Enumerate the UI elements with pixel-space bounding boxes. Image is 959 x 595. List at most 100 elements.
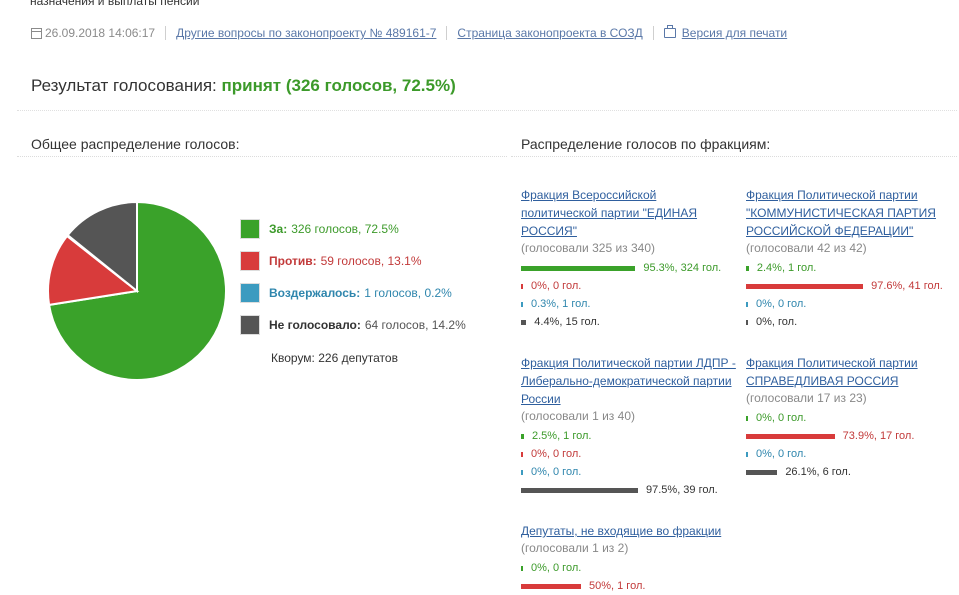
legend-value: 59 голосов, 13.1% [320, 254, 422, 268]
faction-bar [746, 433, 835, 439]
legend-label: Воздержалось: [269, 286, 361, 300]
divider [17, 110, 957, 111]
faction-bar-row-against: 73.9%, 17 гол. [746, 427, 959, 445]
vote-result-label: Результат голосования: [31, 76, 217, 95]
faction-bar [746, 301, 748, 307]
faction-block: Фракция Политической партии ЛДПР - Либер… [521, 354, 746, 499]
faction-bar-label: 0%, 0 гол. [531, 280, 582, 292]
divider [652, 26, 654, 40]
faction-bar-row-absent: 4.4%, 15 гол. [521, 313, 746, 331]
faction-bar-row-abstain: 0%, 0 гол. [746, 295, 959, 313]
pie-slice-against [47, 234, 140, 307]
faction-bar [521, 565, 523, 571]
faction-voted-count: (голосовали 17 из 23) [746, 391, 867, 405]
faction-bar-label: 95.3%, 324 гол. [643, 262, 722, 274]
faction-bar-label: 2.5%, 1 гол. [532, 430, 592, 442]
legend-item-abstain: Воздержалось: 1 голосов, 0.2% [240, 283, 466, 303]
legend-swatch [240, 219, 260, 239]
faction-voted-count: (голосовали 1 из 2) [521, 541, 629, 555]
legend-label: Против: [269, 254, 317, 268]
faction-bar-row-for: 0%, 0 гол. [521, 559, 746, 577]
faction-bar-row-for: 95.3%, 324 гол. [521, 259, 746, 277]
faction-voted-count: (голосовали 325 из 340) [521, 241, 656, 255]
faction-bar-label: 0%, 0 гол. [756, 412, 807, 424]
faction-bar-row-abstain: 0.3%, 1 гол. [521, 295, 746, 313]
faction-block: Фракция Всероссийской политической парти… [521, 186, 746, 331]
quorum: Кворум: 226 депутатов [271, 351, 398, 365]
general-distribution-title: Общее распределение голосов: [31, 136, 240, 152]
bill-page-link[interactable]: Страница законопроекта в СОЗД [457, 26, 643, 40]
faction-bar [521, 469, 523, 475]
faction-bar-row-against: 0%, 0 гол. [521, 445, 746, 463]
legend-item-against: Против: 59 голосов, 13.1% [240, 251, 466, 271]
faction-bar-label: 0%, гол. [756, 316, 798, 328]
faction-bar-row-for: 2.4%, 1 гол. [746, 259, 959, 277]
faction-bar-row-absent: 97.5%, 39 гол. [521, 481, 746, 499]
faction-distribution-title: Распределение голосов по фракциям: [521, 136, 771, 152]
faction-bar [746, 283, 864, 289]
faction-bar-row-abstain: 0%, 0 гол. [521, 463, 746, 481]
other-questions-link[interactable]: Другие вопросы по законопроекту № 489161… [176, 26, 437, 40]
legend-swatch [240, 251, 260, 271]
faction-bar-row-against: 0%, 0 гол. [521, 277, 746, 295]
faction-bar-label: 4.4%, 15 гол. [534, 316, 600, 328]
legend-item-for: За: 326 голосов, 72.5% [240, 219, 466, 239]
divider [511, 156, 957, 157]
faction-bar-row-against: 50%, 1 гол. [521, 577, 746, 595]
faction-bar-label: 0%, 0 гол. [531, 562, 582, 574]
print-version-link[interactable]: Версия для печати [681, 26, 788, 40]
faction-name-link[interactable]: Фракция Политической партии "КОММУНИСТИЧ… [746, 188, 936, 238]
faction-bar [521, 583, 581, 589]
faction-bar-label: 0%, 0 гол. [756, 298, 807, 310]
faction-bar-label: 0%, 0 гол. [531, 466, 582, 478]
faction-bar [746, 469, 778, 475]
faction-name-link[interactable]: Фракция Всероссийской политической парти… [521, 188, 698, 238]
pie-legend: За: 326 голосов, 72.5% Против: 59 голосов, … [240, 219, 466, 347]
divider [165, 26, 167, 40]
faction-bar-label: 50%, 1 гол. [589, 580, 646, 592]
faction-bar [746, 451, 748, 457]
faction-voted-count: (голосовали 1 из 40) [521, 409, 635, 423]
faction-name-link[interactable]: Фракция Политической партии СПРАВЕДЛИВАЯ… [746, 356, 918, 388]
divider [446, 26, 448, 40]
faction-name-link[interactable]: Депутаты, не входящие во фракции [521, 524, 722, 538]
vote-pie-chart [47, 201, 227, 381]
faction-bar-row-against: 97.6%, 41 гол. [746, 277, 959, 295]
faction-bar [521, 433, 524, 439]
legend-value: 64 голосов, 14.2% [364, 318, 466, 332]
faction-bar [521, 283, 523, 289]
faction-voted-count: (голосовали 42 из 42) [746, 241, 867, 255]
faction-block: Депутаты, не входящие во фракции (голосов… [521, 522, 746, 595]
timestamp: 26.09.2018 14:06:17 [45, 26, 156, 40]
legend-label: За: [269, 222, 288, 236]
faction-bar [746, 415, 748, 421]
faction-bar-label: 73.9%, 17 гол. [842, 430, 915, 442]
legend-swatch [240, 283, 260, 303]
faction-name-link[interactable]: Фракция Политической партии ЛДПР - Либер… [521, 356, 736, 406]
legend-value: 1 голосов, 0.2% [364, 286, 452, 300]
faction-bar [746, 319, 748, 325]
faction-bar-label: 2.4%, 1 гол. [756, 262, 817, 274]
divider [17, 156, 507, 157]
faction-bar-row-for: 2.5%, 1 гол. [521, 427, 746, 445]
faction-bar-label: 0.3%, 1 гол. [531, 298, 591, 310]
breadcrumb: назначения и выплаты пенсий [30, 0, 200, 8]
faction-bar-label: 97.5%, 39 гол. [646, 484, 718, 496]
faction-bar [521, 319, 527, 325]
faction-bar [746, 265, 749, 271]
legend-swatch [240, 315, 260, 335]
faction-bar [521, 487, 638, 493]
meta-bar: 26.09.2018 14:06:17 Другие вопросы по за… [31, 25, 788, 40]
faction-bar [521, 265, 636, 271]
faction-bar [521, 451, 523, 457]
faction-bar-label: 0%, 0 гол. [531, 448, 582, 460]
legend-label: Не голосовало: [269, 318, 361, 332]
vote-result-value: принят (326 голосов, 72.5%) [221, 76, 456, 95]
vote-result: Результат голосования: принят (326 голос… [31, 76, 456, 96]
faction-bar [521, 301, 523, 307]
faction-block: Фракция Политической партии "КОММУНИСТИЧ… [746, 186, 959, 331]
faction-bar-row-absent: 0%, гол. [746, 313, 959, 331]
pie-slice-absent [66, 201, 138, 294]
faction-bar-label: 0%, 0 гол. [756, 448, 807, 460]
legend-value: 326 голосов, 72.5% [291, 222, 399, 236]
